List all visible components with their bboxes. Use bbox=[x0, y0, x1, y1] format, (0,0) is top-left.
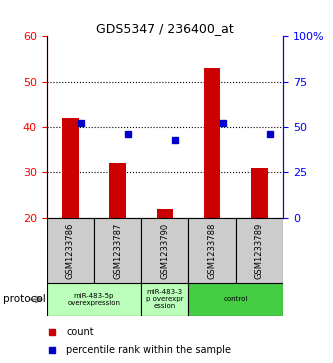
Text: control: control bbox=[223, 297, 248, 302]
Bar bbox=[157, 209, 173, 218]
Bar bbox=[141, 218, 188, 283]
Text: protocol: protocol bbox=[3, 294, 46, 305]
Bar bbox=[109, 163, 126, 218]
Bar bbox=[204, 68, 220, 218]
Bar bbox=[251, 168, 268, 218]
Bar bbox=[141, 283, 188, 316]
Bar bbox=[94, 218, 141, 283]
Bar bbox=[236, 218, 283, 283]
Bar bbox=[47, 283, 141, 316]
Text: miR-483-3
p overexpr
ession: miR-483-3 p overexpr ession bbox=[146, 289, 183, 310]
Text: percentile rank within the sample: percentile rank within the sample bbox=[66, 345, 231, 355]
Text: GSM1233787: GSM1233787 bbox=[113, 222, 122, 279]
Bar bbox=[188, 283, 283, 316]
Title: GDS5347 / 236400_at: GDS5347 / 236400_at bbox=[96, 22, 234, 35]
Bar bbox=[47, 218, 94, 283]
Bar bbox=[62, 118, 79, 218]
Text: miR-483-5p
overexpression: miR-483-5p overexpression bbox=[67, 293, 121, 306]
Text: GSM1233790: GSM1233790 bbox=[160, 223, 169, 278]
Text: GSM1233786: GSM1233786 bbox=[66, 222, 75, 279]
Text: count: count bbox=[66, 327, 94, 337]
Text: GSM1233789: GSM1233789 bbox=[255, 223, 264, 278]
Text: GSM1233788: GSM1233788 bbox=[207, 222, 217, 279]
Bar bbox=[188, 218, 236, 283]
